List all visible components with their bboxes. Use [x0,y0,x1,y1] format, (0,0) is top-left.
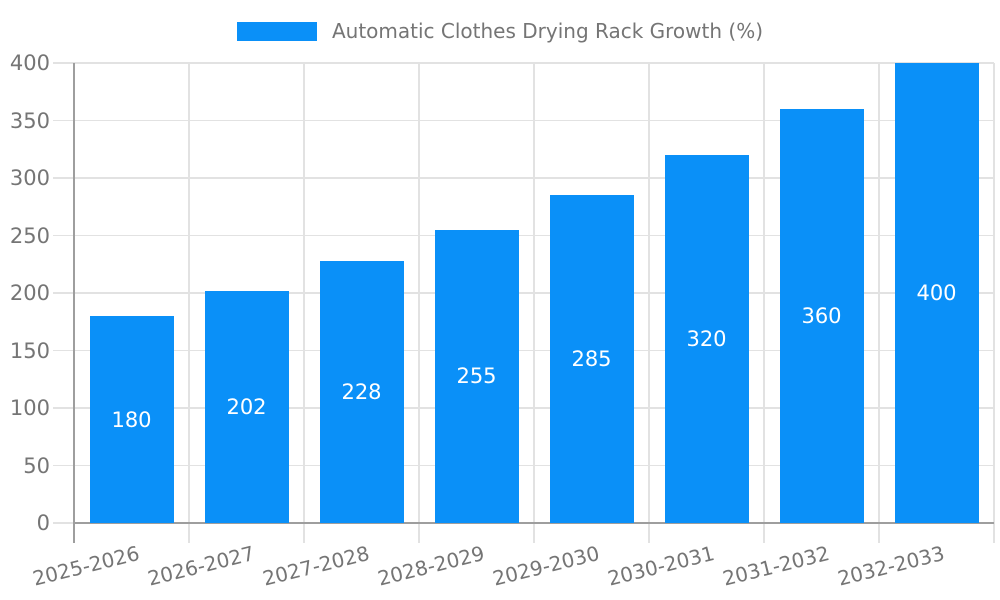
gridline [53,464,994,467]
gridline [53,177,994,179]
bar-2025-2026[interactable]: 180 [89,316,174,523]
bar-2027-2028[interactable]: 228 [319,260,404,523]
bar-value-label: 360 [801,304,842,328]
gridline [188,63,190,543]
y-axis-tick-label: 300 [9,166,50,190]
bar-2028-2029[interactable]: 255 [434,229,519,523]
bar-value-label: 180 [111,407,152,432]
bar-value-label: 400 [916,281,957,305]
gridline [878,63,880,543]
legend-item[interactable]: Automatic Clothes Drying Rack Growth (%) [236,17,764,45]
y-axis-tick-label: 200 [9,281,50,305]
bar-value-label: 285 [571,347,612,372]
y-axis-tick-label: 350 [9,108,50,133]
gridline [763,63,765,543]
gridline [53,62,994,64]
legend-swatch [236,21,317,41]
legend-label: Automatic Clothes Drying Rack Growth (%) [331,19,764,43]
gridline [993,63,995,543]
gridline [53,119,994,122]
x-axis-line [74,522,994,524]
gridline [53,407,994,409]
y-axis-tick-label: 100 [9,396,50,420]
y-axis-tick-label: 150 [9,338,50,363]
bar-2029-2030[interactable]: 285 [549,195,634,523]
bar-value-label: 202 [226,394,267,419]
y-axis-line [72,63,75,543]
bar-2031-2032[interactable]: 360 [779,109,864,523]
gridline [533,63,535,543]
legend: Automatic Clothes Drying Rack Growth (%) [0,17,1000,45]
gridline [418,63,420,543]
bar-value-label: 228 [341,379,382,404]
bar-2030-2031[interactable]: 320 [664,155,749,523]
gridline [53,292,994,294]
bar-2026-2027[interactable]: 202 [204,290,289,523]
gridline [303,63,305,543]
bar-2032-2033[interactable]: 400 [894,63,979,523]
y-axis-tick-label: 250 [9,223,50,248]
gridline [53,234,994,237]
y-axis-tick-label: 50 [23,453,50,478]
y-axis-tick-label: 0 [36,511,50,535]
bar-value-label: 255 [456,364,497,389]
gridline [53,349,994,352]
y-axis-tick-label: 400 [9,51,50,75]
bar-value-label: 320 [686,327,727,351]
gridline [648,63,650,543]
